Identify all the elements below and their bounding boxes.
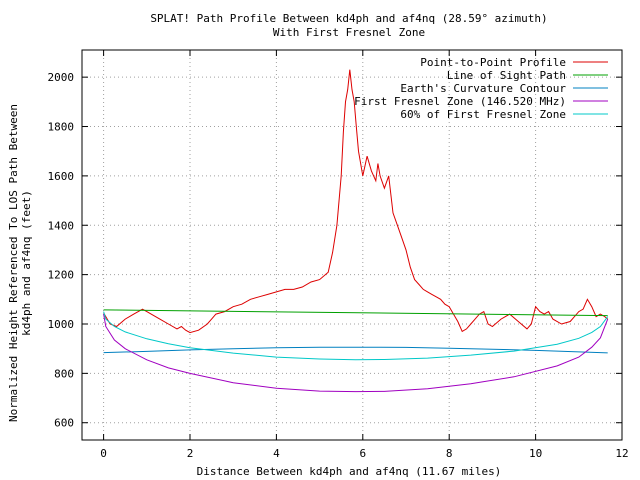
x-tick-label: 10: [529, 447, 542, 460]
y-tick-label: 1000: [48, 318, 75, 331]
x-tick-label: 8: [446, 447, 453, 460]
series-line-60-of-first-fresnel-zone: [103, 311, 609, 361]
y-tick-label: 1800: [48, 121, 75, 134]
legend-label: Point-to-Point Profile: [420, 56, 566, 69]
series-line-earth-s-curvature-contour: [103, 346, 608, 354]
legend-label: First Fresnel Zone (146.520 MHz): [354, 95, 566, 108]
plot-frame: [81, 49, 623, 441]
legend-label: 60% of First Fresnel Zone: [400, 108, 566, 121]
y-axis-label-line2: kd4ph and af4nq (feet): [20, 190, 33, 336]
y-axis-label-line1: Normalized Height Referenced To LOS Path…: [7, 104, 20, 422]
chart-title: SPLAT! Path Profile Between kd4ph and af…: [150, 12, 547, 25]
x-tick-label: 6: [359, 447, 366, 460]
y-tick-label: 800: [54, 367, 74, 380]
series-line-line-of-sight-path: [103, 309, 608, 317]
legend-label: Line of Sight Path: [447, 69, 566, 82]
y-tick-label: 1200: [48, 269, 75, 282]
series-lines: [103, 69, 609, 393]
y-axis-ticks: 600 800 1000 1200 1400 1600 1800 2000: [48, 71, 622, 430]
y-tick-label: 600: [54, 417, 74, 430]
x-tick-label: 12: [615, 447, 628, 460]
y-tick-label: 1400: [48, 219, 75, 232]
y-tick-label: 1600: [48, 170, 75, 183]
x-axis-ticks: 0 2 4 6 8 10 12: [100, 50, 629, 460]
chart-subtitle: With First Fresnel Zone: [273, 26, 425, 39]
x-tick-label: 2: [187, 447, 194, 460]
series-line-point-to-point-profile: [103, 69, 609, 334]
x-tick-label: 4: [273, 447, 280, 460]
legend-label: Earth's Curvature Contour: [400, 82, 566, 95]
x-tick-label: 0: [100, 447, 107, 460]
series-line-first-fresnel-zone-146-520-mhz: [103, 314, 609, 393]
y-tick-label: 2000: [48, 71, 75, 84]
x-axis-label: Distance Between kd4ph and af4nq (11.67 …: [197, 465, 502, 478]
